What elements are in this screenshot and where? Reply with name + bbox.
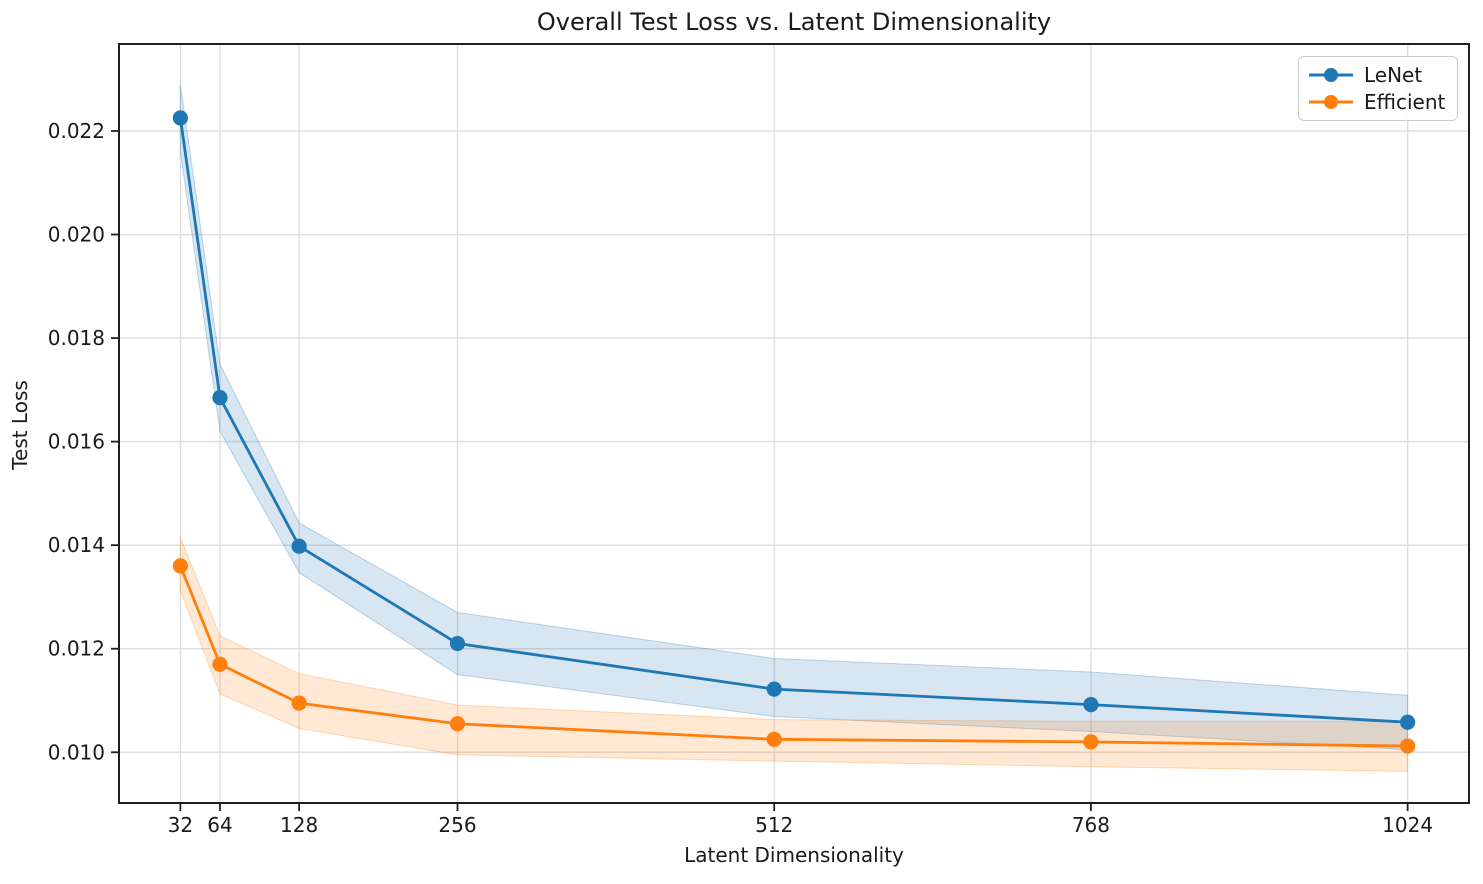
data-point-marker [449,635,466,652]
data-point-marker [172,110,188,126]
y-tick-label: 0.020 [48,223,105,247]
data-point-marker [1400,714,1416,730]
data-point-marker [291,695,307,711]
y-tick-label: 0.016 [48,430,105,454]
chart-title: Overall Test Loss vs. Latent Dimensional… [536,8,1052,36]
x-tick-label: 1024 [1382,813,1433,837]
data-point-marker [1083,734,1099,750]
confidence-band [179,537,1409,772]
plot-frame [118,43,1470,804]
series-line [178,116,1410,724]
x-tick-label: 128 [280,813,318,837]
y-tick-label: 0.012 [48,637,105,661]
legend-line-sample-lenet [1309,68,1353,82]
legend-label-lenet: LeNet [1364,63,1423,87]
data-point-marker [1400,738,1416,754]
data-point-marker [291,538,307,554]
legend-label-efficient: Efficient [1364,90,1446,114]
y-tick-label: 0.014 [48,533,105,557]
confidence-band [179,84,1409,751]
y-tick-label: 0.018 [48,326,105,350]
data-point-marker [172,558,188,574]
legend-item-lenet: LeNet [1308,64,1447,86]
x-tick-label: 64 [207,813,232,837]
y-tick-label: 0.022 [48,119,105,143]
x-tick-label: 32 [168,813,193,837]
data-point-marker [766,731,782,747]
y-tick-label: 0.010 [48,740,105,764]
data-point-marker [212,656,228,672]
x-tick-label: 512 [755,813,793,837]
legend-item-efficient: Efficient [1308,91,1447,113]
data-point-marker [766,681,782,697]
x-tick-label: 256 [438,813,476,837]
data-point-marker [1083,697,1099,713]
x-axis-label: Latent Dimensionality [684,843,904,867]
legend-line-sample-efficient [1309,95,1353,109]
data-point-marker [449,716,466,732]
x-tick-label: 768 [1072,813,1110,837]
data-point-marker [212,390,228,406]
legend: LeNet Efficient [1298,56,1458,121]
